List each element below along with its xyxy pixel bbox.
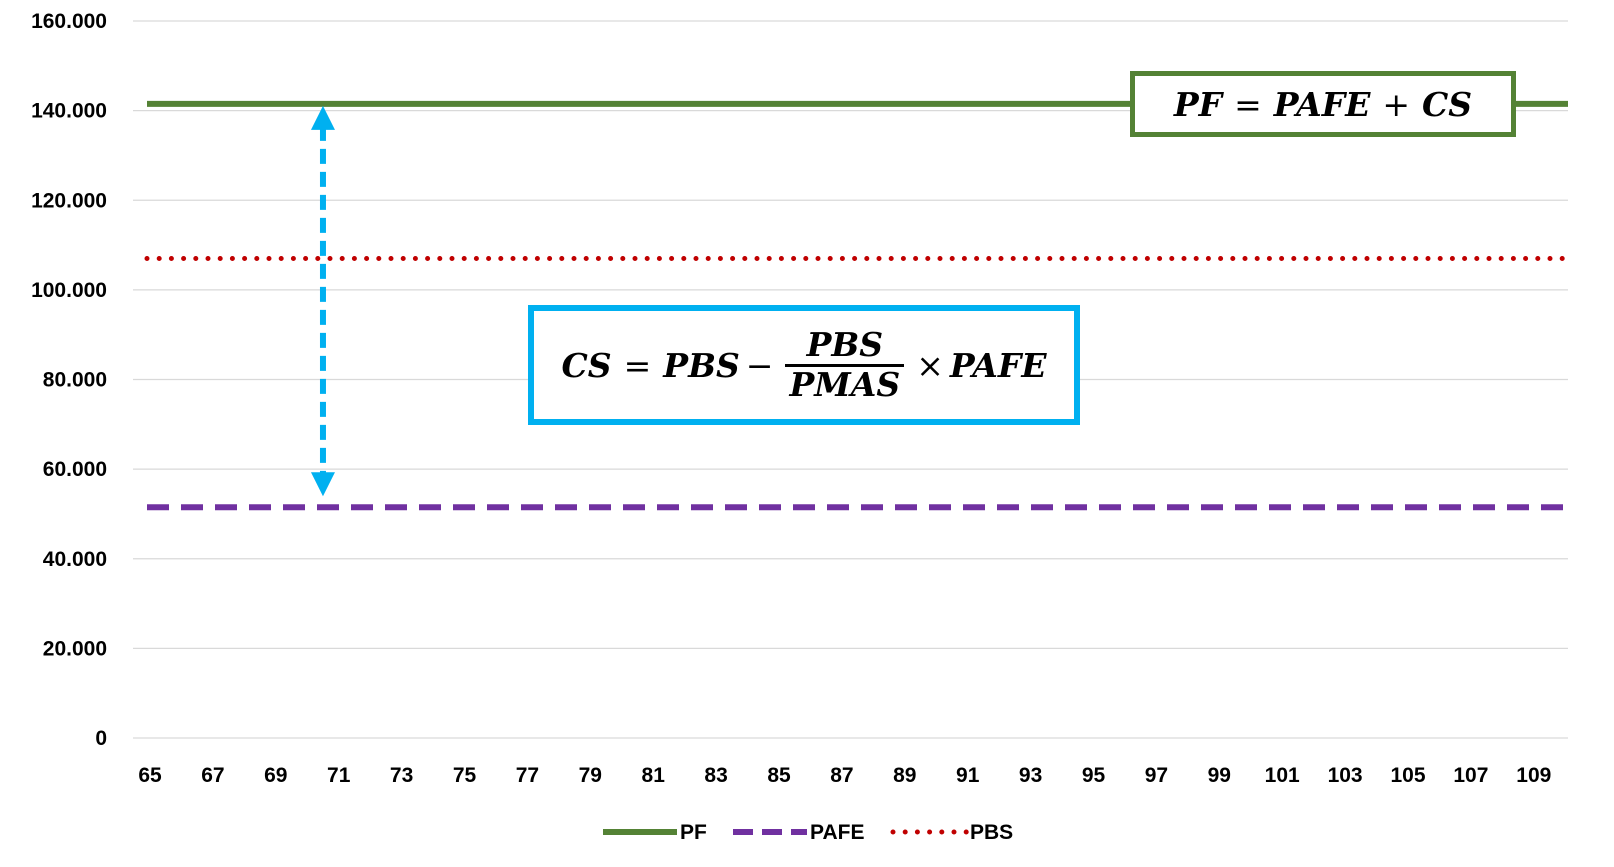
cs-formula-box: CS = PBS − PBS PMAS × PAFE xyxy=(528,305,1080,425)
x-tick-label: 73 xyxy=(390,764,413,787)
x-tick-label: 95 xyxy=(1082,764,1106,787)
y-tick-label: 40.000 xyxy=(43,548,107,571)
y-tick-label: 80.000 xyxy=(43,369,107,392)
x-tick-label: 105 xyxy=(1390,764,1425,787)
x-tick-label: 77 xyxy=(516,764,539,787)
legend: PF PAFE PBS xyxy=(603,821,1013,844)
x-tick-label: 107 xyxy=(1453,764,1488,787)
x-tick-label: 109 xyxy=(1516,764,1551,787)
x-tick-label: 85 xyxy=(767,764,791,787)
x-tick-label: 89 xyxy=(893,764,916,787)
x-tick-label: 69 xyxy=(264,764,287,787)
pf-formula-lhs: PF xyxy=(1173,84,1223,124)
fraction-numerator: PBS xyxy=(806,325,884,365)
x-tick-label: 81 xyxy=(642,764,666,787)
double-arrow xyxy=(310,105,335,497)
cs-formula-term-a: PBS xyxy=(663,345,740,385)
x-axis-ticks: 65 67 69 71 73 75 77 79 81 83 85 87 89 91 93 95 97 99 101 1… xyxy=(138,764,1551,787)
x-tick-label: 87 xyxy=(830,764,853,787)
cs-formula-lhs: CS xyxy=(561,345,612,385)
y-tick-label: 60.000 xyxy=(43,458,107,481)
legend-label-pafe: PAFE xyxy=(810,821,864,844)
pf-formula-term-b: CS xyxy=(1422,84,1473,124)
arrow-head-down xyxy=(310,472,335,497)
y-tick-label: 100.000 xyxy=(31,279,107,302)
x-tick-label: 101 xyxy=(1265,764,1300,787)
x-tick-label: 65 xyxy=(138,764,162,787)
x-tick-label: 103 xyxy=(1328,764,1363,787)
legend-label-pbs: PBS xyxy=(970,821,1013,844)
pf-formula-plus: + xyxy=(1382,84,1411,124)
y-tick-label: 20.000 xyxy=(43,637,107,660)
x-tick-label: 97 xyxy=(1145,764,1168,787)
x-tick-label: 99 xyxy=(1208,764,1231,787)
x-tick-label: 67 xyxy=(201,764,224,787)
pf-formula-equals: = xyxy=(1234,84,1262,124)
x-tick-label: 71 xyxy=(327,764,351,787)
cs-formula-times: × xyxy=(916,345,944,385)
x-tick-label: 93 xyxy=(1019,764,1042,787)
cs-formula-fraction: PBS PMAS xyxy=(785,325,905,404)
arrow-head-up xyxy=(310,105,335,130)
x-tick-label: 91 xyxy=(956,764,980,787)
cs-formula-term-b: PAFE xyxy=(949,345,1047,385)
pf-formula-term-a: PAFE xyxy=(1273,84,1371,124)
x-tick-label: 79 xyxy=(579,764,602,787)
fraction-denominator: PMAS xyxy=(789,364,901,404)
fraction-bar xyxy=(785,363,905,367)
y-axis-ticks: 0 20.000 40.000 60.000 80.000 100.000 120.000 1… xyxy=(31,10,107,750)
y-tick-label: 140.000 xyxy=(31,100,107,123)
y-tick-label: 120.000 xyxy=(31,189,107,212)
x-tick-label: 83 xyxy=(704,764,727,787)
y-tick-label: 0 xyxy=(95,727,107,750)
cs-formula-equals: = xyxy=(623,345,652,385)
pf-formula-box: PF = PAFE + CS xyxy=(1130,71,1516,137)
cs-formula-minus: − xyxy=(745,345,774,385)
y-tick-label: 160.000 xyxy=(31,10,107,33)
legend-label-pf: PF xyxy=(680,821,707,844)
x-tick-label: 75 xyxy=(453,764,477,787)
